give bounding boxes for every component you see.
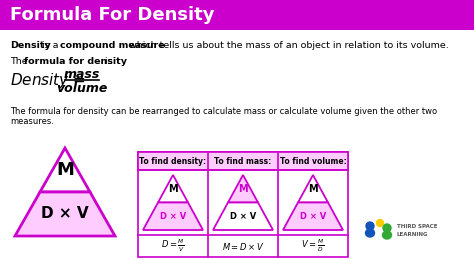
Text: mass: mass — [64, 68, 100, 80]
Circle shape — [383, 224, 391, 232]
Circle shape — [376, 219, 383, 226]
Text: $M = D \times V$: $M = D \times V$ — [222, 240, 264, 251]
Polygon shape — [143, 203, 203, 230]
Text: is: is — [102, 58, 113, 66]
Text: is a: is a — [39, 40, 61, 50]
Text: THIRD SPACE: THIRD SPACE — [397, 225, 438, 229]
Text: $V = \frac{M}{D}$: $V = \frac{M}{D}$ — [301, 238, 325, 254]
Polygon shape — [228, 175, 258, 203]
Bar — [138, 152, 348, 170]
Text: The formula for density can be rearranged to calculate mass or calculate volume : The formula for density can be rearrange… — [10, 107, 437, 117]
Text: Formula For Density: Formula For Density — [10, 6, 215, 24]
Text: $D = \frac{M}{V}$: $D = \frac{M}{V}$ — [161, 238, 185, 254]
Text: To find mass:: To find mass: — [214, 157, 272, 166]
Text: To find density:: To find density: — [139, 157, 207, 166]
Text: volume: volume — [56, 81, 108, 95]
Text: M: M — [238, 184, 248, 194]
Bar — [0, 0, 474, 30]
Text: measures.: measures. — [10, 117, 54, 126]
Ellipse shape — [365, 229, 374, 237]
Text: Density: Density — [10, 40, 51, 50]
Ellipse shape — [383, 231, 392, 239]
Text: M: M — [168, 184, 178, 194]
Text: formula for density: formula for density — [24, 58, 128, 66]
Text: which tells us about the mass of an object in relation to its volume.: which tells us about the mass of an obje… — [126, 40, 449, 50]
Bar — [138, 152, 348, 257]
Polygon shape — [40, 148, 90, 192]
Text: M: M — [308, 184, 318, 194]
Text: compound measure: compound measure — [60, 40, 165, 50]
Text: The: The — [10, 58, 31, 66]
Polygon shape — [15, 192, 115, 236]
Polygon shape — [158, 175, 188, 203]
Text: M: M — [56, 161, 74, 179]
Text: $\mathit{Density}$ =: $\mathit{Density}$ = — [10, 70, 86, 90]
Text: LEARNING: LEARNING — [397, 232, 428, 236]
Text: D × V: D × V — [41, 207, 89, 221]
Text: To find volume:: To find volume: — [280, 157, 346, 166]
Text: D × V: D × V — [230, 212, 256, 221]
Circle shape — [366, 222, 374, 230]
Polygon shape — [298, 175, 328, 203]
Polygon shape — [213, 203, 273, 230]
Text: D × V: D × V — [160, 212, 186, 221]
Polygon shape — [283, 203, 343, 230]
Text: D × V: D × V — [300, 212, 326, 221]
